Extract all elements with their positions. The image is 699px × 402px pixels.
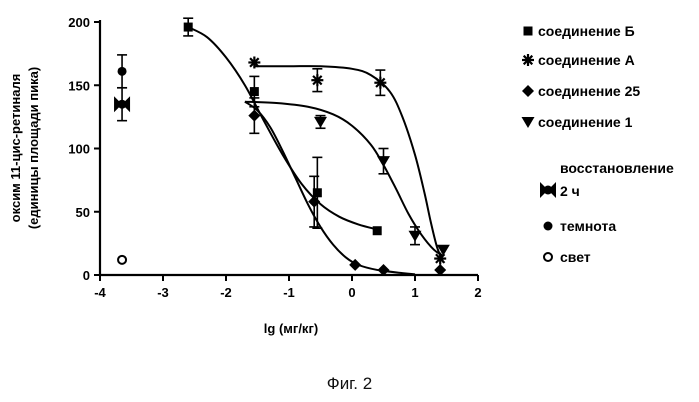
legend-item-compound-b: соединение Б <box>524 23 635 39</box>
legend: соединение Б соединение А соединение 25 … <box>522 23 674 265</box>
marker-square <box>524 27 533 36</box>
y-axis-title: оксим 11-цис-ретиналя (единицы площади п… <box>8 67 41 229</box>
legend-label: соединение 25 <box>538 83 640 99</box>
figure-caption: Фиг. 2 <box>0 374 699 394</box>
legend-label: соединение 1 <box>538 114 633 130</box>
legend-label: соединение Б <box>538 23 635 39</box>
data-point <box>250 87 259 96</box>
legend-item-compound-a: соединение А <box>522 52 635 68</box>
marker-circle <box>118 67 127 76</box>
data-point <box>373 226 382 235</box>
fit-curve <box>245 102 415 275</box>
legend-item-compound-25: соединение 25 <box>522 83 640 99</box>
x-tick-label: -1 <box>283 285 295 300</box>
x-tick-label: -3 <box>157 285 169 300</box>
marker-square <box>184 23 193 32</box>
data-point <box>118 67 127 76</box>
legend-marker <box>524 27 533 36</box>
legend-item-light: свет <box>544 249 591 265</box>
marker-circle-open <box>544 253 552 261</box>
fit-curves <box>188 27 443 274</box>
data-point <box>377 156 390 167</box>
y-axis-title-line1: оксим 11-цис-ретиналя <box>8 74 23 223</box>
y-axis-title-line2: (единицы площади пика) <box>26 67 41 229</box>
y-tick-label: 150 <box>68 78 90 93</box>
marker-triangle <box>314 117 327 128</box>
data-point <box>308 196 320 208</box>
x-axis-title: lg (мг/кг) <box>264 321 318 336</box>
y-tick-label: 100 <box>68 142 90 157</box>
marker-circle-open <box>118 256 126 264</box>
plot-axes: -4 -3 -2 -1 0 1 2 0 50 100 150 200 <box>68 15 481 300</box>
marker-circle <box>544 222 553 231</box>
data-point <box>118 256 126 264</box>
legend-item-compound-1: соединение 1 <box>522 114 633 130</box>
marker-triangle <box>409 231 422 242</box>
data-point <box>184 23 193 32</box>
marker-bowtie-center <box>544 186 553 195</box>
legend-label: восстановление <box>560 160 674 176</box>
legend-marker <box>522 117 535 128</box>
legend-marker <box>544 222 553 231</box>
y-tick-label: 200 <box>68 15 90 30</box>
data-point <box>248 56 260 68</box>
legend-label: соединение А <box>538 52 635 68</box>
marker-diamond <box>522 85 534 97</box>
legend-marker <box>540 182 556 198</box>
data-point <box>434 253 446 265</box>
x-tick-label: 2 <box>474 285 481 300</box>
legend-marker <box>522 54 534 66</box>
marker-triangle <box>522 117 535 128</box>
legend-marker <box>544 253 552 261</box>
legend-label: темнота <box>560 218 616 234</box>
data-points <box>114 18 450 276</box>
data-point <box>311 74 323 86</box>
y-tick-label: 50 <box>76 205 90 220</box>
marker-square <box>373 226 382 235</box>
marker-bowtie-center <box>118 100 127 109</box>
data-point <box>314 117 327 128</box>
marker-diamond <box>308 196 320 208</box>
data-point <box>409 231 422 242</box>
marker-triangle <box>377 156 390 167</box>
legend-label-sub: 2 ч <box>560 183 580 199</box>
legend-item-dark: темнота <box>544 218 617 234</box>
data-point <box>374 77 386 89</box>
legend-marker <box>522 85 534 97</box>
x-tick-label: 0 <box>348 285 355 300</box>
legend-item-recovery-2h: восстановление 2 ч <box>540 160 674 199</box>
marker-square <box>250 87 259 96</box>
x-tick-label: -4 <box>94 285 106 300</box>
chart: -4 -3 -2 -1 0 1 2 0 50 100 150 200 оксим 11-цис-рет… <box>0 0 699 402</box>
legend-label: свет <box>560 249 591 265</box>
x-tick-label: 1 <box>411 285 418 300</box>
fit-curve <box>188 27 377 229</box>
y-tick-label: 0 <box>83 268 90 283</box>
x-tick-label: -2 <box>220 285 232 300</box>
